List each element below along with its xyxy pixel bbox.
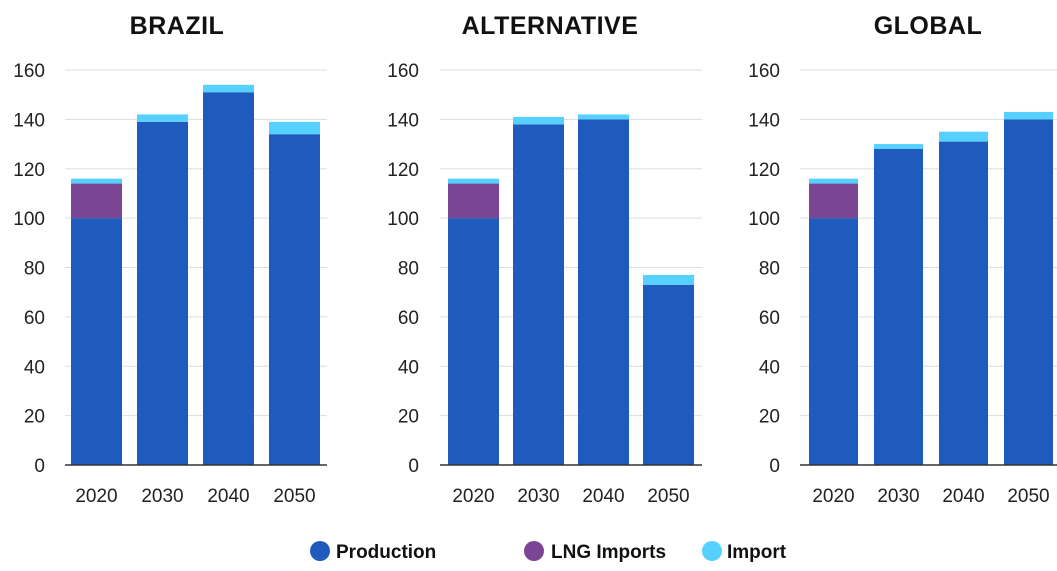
y-tick-label: 80 [24,259,45,280]
x-tick-label: 2030 [877,486,919,507]
bar-production [137,121,188,465]
y-tick-label: 80 [759,259,780,280]
y-tick-label: 140 [13,110,45,131]
x-tick-label: 2050 [1007,486,1049,507]
bar-lng-imports [448,183,499,219]
bar-import [513,116,564,125]
bar-production [269,134,320,465]
y-tick-label: 0 [408,456,419,477]
panel-title: BRAZIL [130,12,225,40]
y-tick-label: 60 [398,308,419,329]
bar-production [71,218,122,465]
x-tick-label: 2050 [647,486,689,507]
y-tick-label: 60 [759,308,780,329]
y-tick-label: 160 [13,61,45,82]
bar-production [578,119,629,465]
y-tick-label: 40 [398,357,419,378]
y-tick-label: 60 [24,308,45,329]
x-tick-label: 2030 [141,486,183,507]
bar-import [874,144,923,149]
bar-production [809,218,858,465]
y-tick-label: 40 [24,357,45,378]
panel-title: GLOBAL [874,12,983,40]
y-tick-label: 120 [387,160,419,181]
y-tick-label: 160 [387,61,419,82]
bar-production [513,124,564,465]
y-tick-label: 140 [748,110,780,131]
bar-lng-imports [71,183,122,219]
bar-import [578,114,629,120]
y-tick-label: 100 [748,209,780,230]
bar-production [643,284,694,465]
x-tick-label: 2020 [812,486,854,507]
legend-swatch-production [310,541,330,561]
panel-title: ALTERNATIVE [462,12,639,40]
bar-import [448,178,499,184]
legend-swatch-lng-imports [524,541,544,561]
bar-production [874,149,923,465]
y-tick-label: 100 [387,209,419,230]
y-tick-label: 120 [748,160,780,181]
bar-import [939,131,988,142]
bar-production [1004,119,1053,465]
y-tick-label: 0 [34,456,45,477]
y-tick-label: 20 [759,407,780,428]
bar-import [203,84,254,93]
y-tick-label: 160 [748,61,780,82]
y-tick-label: 120 [13,160,45,181]
bar-import [269,121,320,135]
bar-import [71,178,122,184]
bar-production [203,92,254,465]
bar-import [809,178,858,184]
x-tick-label: 2040 [942,486,984,507]
bar-import [1004,111,1053,120]
y-tick-label: 40 [759,357,780,378]
legend-label-production: Production [336,542,436,563]
y-tick-label: 0 [769,456,780,477]
x-tick-label: 2040 [582,486,624,507]
y-tick-label: 20 [24,407,45,428]
bar-import [643,274,694,285]
x-tick-label: 2050 [273,486,315,507]
bar-production [939,141,988,465]
legend-label-import: Import [727,542,787,563]
y-tick-label: 100 [13,209,45,230]
x-tick-label: 2030 [517,486,559,507]
y-tick-label: 140 [387,110,419,131]
legend-swatch-import [702,541,722,561]
x-tick-label: 2040 [207,486,249,507]
bar-lng-imports [809,183,858,219]
y-tick-label: 80 [398,259,419,280]
legend: Production LNG Imports Import [310,541,787,563]
bar-production [448,218,499,465]
legend-label-lng-imports: LNG Imports [551,542,666,563]
bar-import [137,114,188,122]
x-tick-label: 2020 [75,486,117,507]
x-tick-label: 2020 [452,486,494,507]
y-tick-label: 20 [398,407,419,428]
